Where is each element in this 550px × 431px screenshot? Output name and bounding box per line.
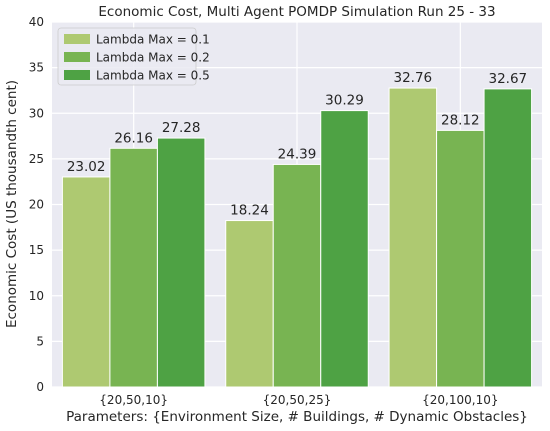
bar-value-label: 24.39: [278, 146, 317, 162]
x-tick-label: {20,50,25}: [263, 393, 332, 407]
y-tick-label: 5: [36, 334, 44, 348]
bar-value-label: 32.67: [489, 71, 528, 87]
bar-value-label: 30.29: [325, 93, 364, 109]
bar: [109, 147, 158, 388]
bar: [388, 87, 438, 388]
bar-value-label: 23.02: [67, 159, 106, 175]
y-tick-label: 25: [29, 152, 44, 166]
bar: [61, 176, 111, 388]
x-axis-label: Parameters: {Environment Size, # Buildin…: [66, 409, 528, 425]
y-tick-label: 20: [29, 198, 44, 212]
y-tick-label: 40: [29, 15, 44, 29]
legend-swatch: [64, 34, 90, 44]
data-labels: 23.02 18.24 32.76 26.16 24.39 28.12 27.28 30.29…: [67, 70, 527, 218]
y-tick-label: 10: [29, 289, 44, 303]
bar: [436, 129, 485, 388]
legend: Lambda Max = 0.1 Lambda Max = 0.2 Lambda M…: [57, 27, 210, 86]
y-tick-label: 0: [36, 380, 44, 394]
x-tick-label: {20,100,10}: [422, 393, 498, 407]
legend-frame: [57, 27, 197, 86]
bar: [225, 220, 274, 388]
y-tick-label: 35: [29, 61, 44, 75]
bar: [156, 137, 206, 388]
legend-label: Lambda Max = 0.2: [96, 51, 210, 65]
y-tick-label: 15: [29, 243, 44, 257]
bar: [483, 88, 533, 388]
legend-label: Lambda Max = 0.5: [96, 69, 210, 83]
y-tick-labels: 0 5 10 15 20 25 30 35 40: [29, 15, 44, 394]
bar-value-label: 26.16: [114, 130, 153, 146]
bars: [61, 87, 533, 388]
bar-value-label: 32.76: [394, 70, 433, 86]
bar: [272, 163, 322, 388]
x-tick-labels: {20,50,10} {20,50,25} {20,100,10}: [99, 393, 498, 407]
x-tick-label: {20,50,10}: [99, 393, 168, 407]
y-tick-label: 30: [29, 106, 44, 120]
bar-value-label: 18.24: [230, 203, 269, 219]
legend-swatch: [64, 52, 90, 62]
bar-value-label: 28.12: [441, 112, 480, 128]
bar-value-label: 27.28: [162, 120, 201, 136]
legend-label: Lambda Max = 0.1: [96, 33, 210, 47]
legend-swatch: [64, 70, 90, 80]
bar: [320, 110, 369, 388]
chart-title: Economic Cost, Multi Agent POMDP Simulat…: [98, 4, 495, 20]
y-axis-label: Economic Cost (US thousandth cent): [4, 80, 20, 328]
